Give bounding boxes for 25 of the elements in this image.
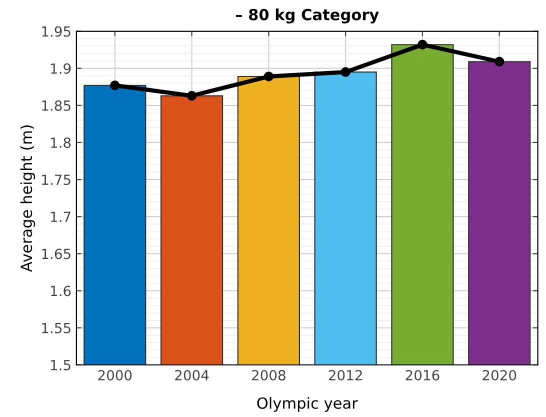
x-tick-label: 2000 xyxy=(98,370,132,380)
point xyxy=(186,90,197,101)
y-tick-label: 1.75 xyxy=(42,174,70,186)
y-tick-label: 1.7 xyxy=(51,212,70,222)
point xyxy=(340,67,350,77)
x-tick-label: 2012 xyxy=(328,370,362,380)
y-tick-label: 1.95 xyxy=(42,26,70,37)
point xyxy=(264,72,274,82)
y-tick-label: 1.6 xyxy=(51,286,71,296)
x-axis-title: Olympic year xyxy=(257,397,358,412)
y-tick-label: 1.65 xyxy=(42,248,70,260)
x-tick-label: 2004 xyxy=(175,370,209,380)
y-tick-label: 1.9 xyxy=(51,63,71,74)
x-tick-label: 2008 xyxy=(252,370,286,380)
point xyxy=(494,56,504,67)
point xyxy=(418,40,428,50)
y-tick-label: 1.55 xyxy=(42,322,70,334)
x-tick-label: 2016 xyxy=(406,370,440,380)
y-tick-label: 1.8 xyxy=(51,137,71,148)
chart-title: – 80 kg Category xyxy=(236,8,379,24)
x-tick-label: 2020 xyxy=(482,370,516,380)
y-axis-title: Average height (m) xyxy=(20,125,36,272)
y-tick-label: 1.85 xyxy=(42,100,70,111)
y-tick-label: 1.5 xyxy=(51,360,70,370)
point xyxy=(110,80,120,90)
